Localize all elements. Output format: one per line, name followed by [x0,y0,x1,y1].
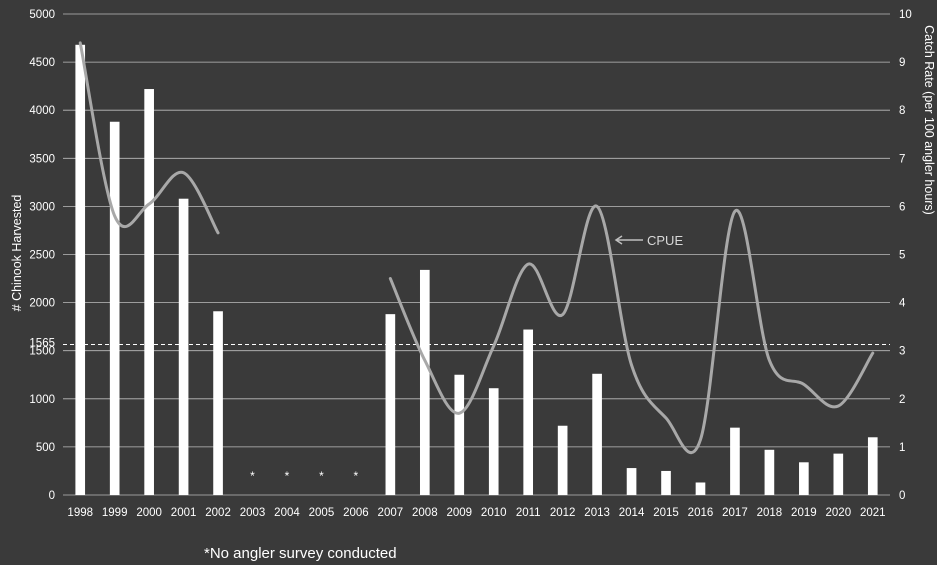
y-tick-label: 4500 [29,57,55,69]
grid-lines [63,13,890,496]
missing-data-markers: * * * * [250,469,358,483]
bar [592,373,602,495]
x-tick-label: 2013 [584,507,610,519]
y-tick-label: 4000 [29,105,55,117]
bar [799,462,809,495]
bar [488,388,499,495]
y2-tick-label: 0 [899,490,905,502]
cpue-annotation-label: CPUE [647,233,683,248]
bar [178,198,189,496]
x-tick-label: 2010 [481,507,507,519]
cpue-line [78,41,220,235]
x-tick-label: 2012 [550,507,576,519]
right-axis-ticks: 0 1 2 3 4 5 6 7 8 9 10 [899,9,912,502]
x-tick-label: 2011 [516,507,541,519]
x-tick-label: 2021 [860,507,886,519]
cpue-annotation: CPUE [614,233,683,248]
no-survey-marker: * [319,469,324,483]
no-survey-marker: * [250,469,255,483]
x-tick-label: 2020 [826,507,852,519]
x-tick-label: 1999 [102,507,128,519]
y2-tick-label: 8 [899,105,905,117]
bar [867,437,878,495]
y2-tick-label: 4 [899,298,906,310]
y2-tick-label: 7 [899,153,905,165]
x-tick-label: 2008 [412,507,438,519]
footnote: *No angler survey conducted [204,545,397,562]
x-tick-label: 2016 [688,507,714,519]
bar [75,44,86,496]
x-tick-label: 2009 [446,507,472,519]
bar [109,121,120,495]
bar [626,468,637,495]
y-tick-label: 3000 [29,201,55,213]
x-tick-label: 2002 [205,507,231,519]
y2-tick-label: 9 [899,57,905,69]
y2-tick-label: 10 [899,9,912,21]
y-tick-label: 0 [49,490,55,502]
bar [764,449,775,495]
y-tick-label: 1500 [29,346,55,358]
y2-tick-label: 2 [899,394,905,406]
bar [695,482,706,495]
x-tick-label: 2006 [343,507,369,519]
x-tick-label: 2003 [240,507,266,519]
x-tick-label: 2001 [171,507,197,519]
x-axis-ticks: 1998 1999 2000 2001 2002 2003 2004 2005 2006 2007… [67,507,885,519]
y-axis-title: # Chinook Harvested [10,195,24,312]
y-tick-label: 1000 [29,394,55,406]
y2-axis-title: Catch Rate (per 100 angler hours) [922,25,936,215]
x-tick-label: 2007 [378,507,404,519]
x-tick-label: 2018 [757,507,783,519]
bar [213,311,223,495]
bar [144,89,154,495]
bar [557,425,568,495]
x-tick-label: 2004 [274,507,300,519]
bar [419,269,430,495]
y2-tick-label: 5 [899,250,905,262]
y2-tick-label: 6 [899,201,905,213]
y2-tick-label: 3 [899,346,905,358]
y2-tick-label: 1 [899,442,905,454]
y-tick-label: 500 [36,442,55,454]
no-survey-marker: * [354,469,359,483]
y-tick-label: 5000 [29,9,55,21]
y-tick-label: 2000 [29,298,55,310]
x-tick-label: 2015 [653,507,679,519]
bar [833,453,844,495]
reference-line-label: 1565 [29,337,55,349]
cpue-line-series [78,41,875,455]
y-tick-label: 3500 [29,153,55,165]
x-tick-label: 2014 [619,507,645,519]
bar-series [75,44,878,496]
x-tick-label: 2019 [791,507,817,519]
x-tick-label: 2005 [309,507,335,519]
bar [661,470,671,495]
cpue-annotation-arrowhead [614,235,623,245]
x-tick-label: 2000 [136,507,162,519]
y-tick-label: 2500 [29,250,55,262]
bar [454,374,465,495]
cpue-line [388,204,875,455]
no-survey-marker: * [285,469,290,483]
left-axis-ticks: 0 500 1000 1500 2000 2500 3000 3500 4000 4500 5000 [29,9,55,502]
x-tick-label: 2017 [722,507,748,519]
bar [385,314,396,495]
bar [730,427,740,495]
x-tick-label: 1998 [67,507,93,519]
reference-line-group: 1565 [29,337,890,349]
bar [523,329,534,495]
